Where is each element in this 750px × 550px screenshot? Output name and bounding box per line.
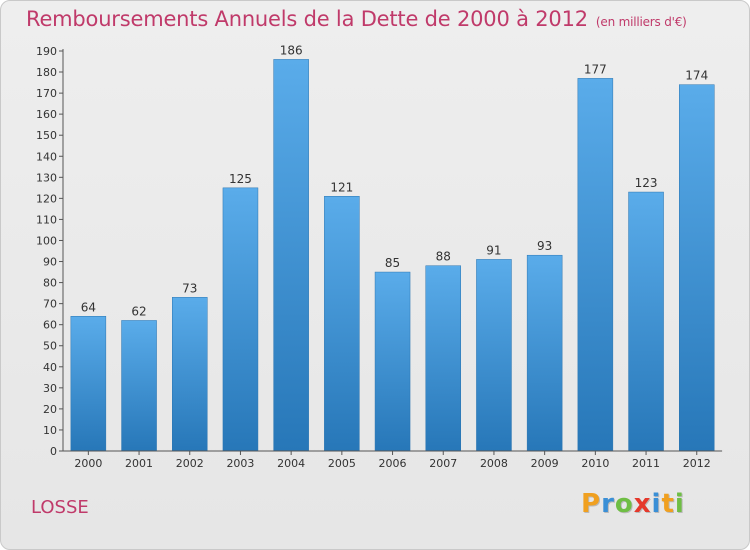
- y-tick-label: 100: [36, 234, 57, 247]
- bar-value-label: 123: [635, 176, 658, 190]
- bar: [121, 320, 157, 452]
- y-tick-label: 170: [36, 87, 57, 100]
- y-tick-label: 20: [43, 403, 57, 416]
- y-tick-label: 30: [43, 382, 57, 395]
- y-tick-label: 160: [36, 108, 57, 121]
- y-tick-label: 60: [43, 319, 57, 332]
- y-tick-label: 10: [43, 424, 57, 437]
- y-tick-label: 190: [36, 45, 57, 58]
- x-tick-label: 2002: [176, 457, 204, 470]
- x-tick-label: 2006: [379, 457, 407, 470]
- x-tick-label: 2004: [277, 457, 305, 470]
- bar: [577, 78, 614, 452]
- bar-value-label: 177: [584, 62, 607, 76]
- x-tick-label: 2005: [328, 457, 356, 470]
- logo-letter: r: [601, 489, 615, 519]
- y-tick-label: 80: [43, 277, 57, 290]
- y-tick-label: 70: [43, 298, 57, 311]
- y-tick-label: 120: [36, 192, 57, 205]
- x-tick-label: 2008: [480, 457, 508, 470]
- logo-letter: i: [674, 489, 685, 519]
- x-tick-label: 2010: [581, 457, 609, 470]
- bar: [273, 59, 309, 452]
- bar: [476, 259, 512, 452]
- bar-value-label: 121: [330, 180, 353, 194]
- x-tick-label: 2011: [632, 457, 660, 470]
- logo-letter: P: [581, 489, 602, 519]
- bar: [679, 84, 715, 452]
- bar: [222, 187, 259, 452]
- bar-value-label: 125: [229, 172, 252, 186]
- y-tick-label: 140: [36, 150, 57, 163]
- bar: [70, 316, 107, 452]
- y-tick-label: 40: [43, 361, 57, 374]
- y-tick-label: 110: [36, 213, 57, 226]
- x-tick-label: 2007: [429, 457, 457, 470]
- bar-value-label: 88: [436, 250, 451, 264]
- bar: [172, 297, 208, 452]
- title-unit: (en milliers d'€): [595, 15, 687, 29]
- bar-value-label: 62: [131, 304, 146, 318]
- bar-value-label: 186: [280, 43, 303, 57]
- bar: [425, 265, 461, 452]
- title-text: Remboursements Annuels de la Dette de 20…: [26, 7, 588, 31]
- bar-value-label: 85: [385, 256, 400, 270]
- chart-title: Remboursements Annuels de la Dette de 20…: [26, 7, 687, 31]
- bar-value-label: 64: [81, 300, 96, 314]
- x-tick-label: 2001: [125, 457, 153, 470]
- bar: [374, 271, 411, 452]
- x-tick-label: 2000: [74, 457, 102, 470]
- logo-letter: x: [633, 489, 652, 519]
- proxiti-logo: Proxiti: [581, 489, 685, 519]
- x-tick-label: 2009: [531, 457, 559, 470]
- x-tick-label: 2003: [226, 457, 254, 470]
- y-tick-label: 180: [36, 66, 57, 79]
- bar: [324, 196, 360, 452]
- bar-value-label: 174: [685, 69, 708, 83]
- y-tick-label: 50: [43, 340, 57, 353]
- bar-value-label: 91: [486, 243, 501, 257]
- y-tick-label: 90: [43, 256, 57, 269]
- y-tick-label: 130: [36, 171, 57, 184]
- bar-value-label: 93: [537, 239, 552, 253]
- logo-letter: o: [614, 489, 634, 519]
- logo-letter: i: [651, 489, 662, 519]
- bar: [628, 191, 664, 452]
- city-name: LOSSE: [31, 497, 89, 518]
- y-tick-label: 150: [36, 129, 57, 142]
- y-tick-label: 0: [50, 445, 57, 458]
- bar: [526, 254, 563, 452]
- x-tick-label: 2012: [683, 457, 711, 470]
- bar-value-label: 73: [182, 281, 197, 295]
- logo-letter: t: [661, 489, 675, 519]
